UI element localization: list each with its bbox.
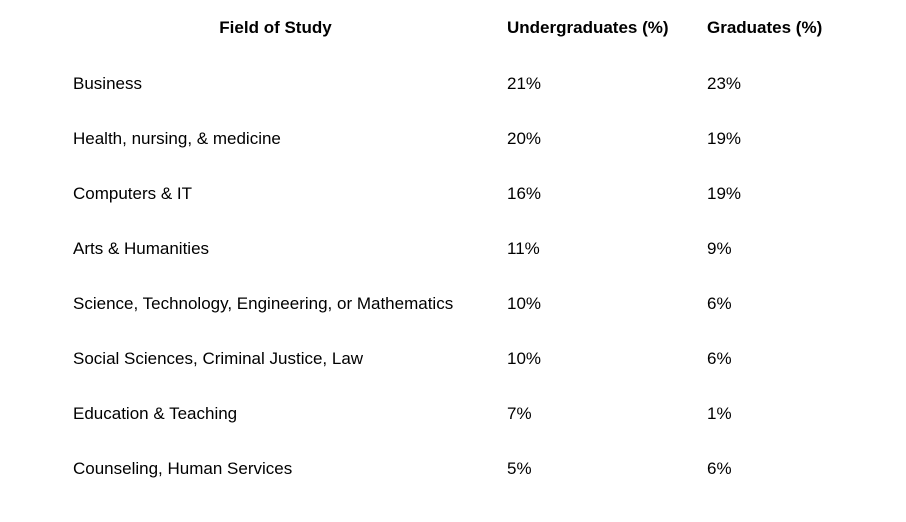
table-row: Computers & IT 16% 19% (0, 185, 906, 240)
table-row: Science, Technology, Engineering, or Mat… (0, 295, 906, 350)
graduates-cell: 6% (707, 459, 732, 478)
table-row: Business 21% 23% (0, 75, 906, 130)
table-row: Counseling, Human Services 5% 6% (0, 460, 906, 515)
header-undergraduates: Undergraduates (%) (507, 18, 669, 37)
graduates-cell: 19% (707, 129, 742, 148)
graduates-cell: 6% (707, 294, 732, 313)
undergraduates-cell: 10% (507, 294, 542, 313)
field-cell: Arts & Humanities (73, 239, 210, 258)
graduates-cell: 9% (707, 239, 732, 258)
undergraduates-cell: 20% (507, 129, 542, 148)
field-cell: Social Sciences, Criminal Justice, Law (73, 349, 364, 368)
field-cell: Business (73, 74, 142, 93)
undergraduates-cell: 21% (507, 74, 542, 93)
field-cell: Health, nursing, & medicine (73, 129, 281, 148)
table-header-row: Field of Study Undergraduates (%) Gradua… (0, 19, 906, 57)
table-row: Education & Teaching 7% 1% (0, 405, 906, 460)
header-field-of-study: Field of Study (219, 18, 332, 37)
graduates-cell: 1% (707, 404, 732, 423)
undergraduates-cell: 7% (507, 404, 532, 423)
undergraduates-cell: 10% (507, 349, 542, 368)
field-cell: Education & Teaching (73, 404, 238, 423)
field-cell: Science, Technology, Engineering, or Mat… (73, 294, 454, 313)
table-row: Arts & Humanities 11% 9% (0, 240, 906, 295)
undergraduates-cell: 16% (507, 184, 542, 203)
graduates-cell: 23% (707, 74, 742, 93)
graduates-cell: 6% (707, 349, 732, 368)
field-cell: Counseling, Human Services (73, 459, 293, 478)
table-row: Health, nursing, & medicine 20% 19% (0, 130, 906, 185)
graduates-cell: 19% (707, 184, 742, 203)
table-row: Social Sciences, Criminal Justice, Law 1… (0, 350, 906, 405)
header-graduates: Graduates (%) (707, 18, 823, 37)
undergraduates-cell: 11% (507, 239, 540, 258)
field-cell: Computers & IT (73, 184, 193, 203)
undergraduates-cell: 5% (507, 459, 532, 478)
